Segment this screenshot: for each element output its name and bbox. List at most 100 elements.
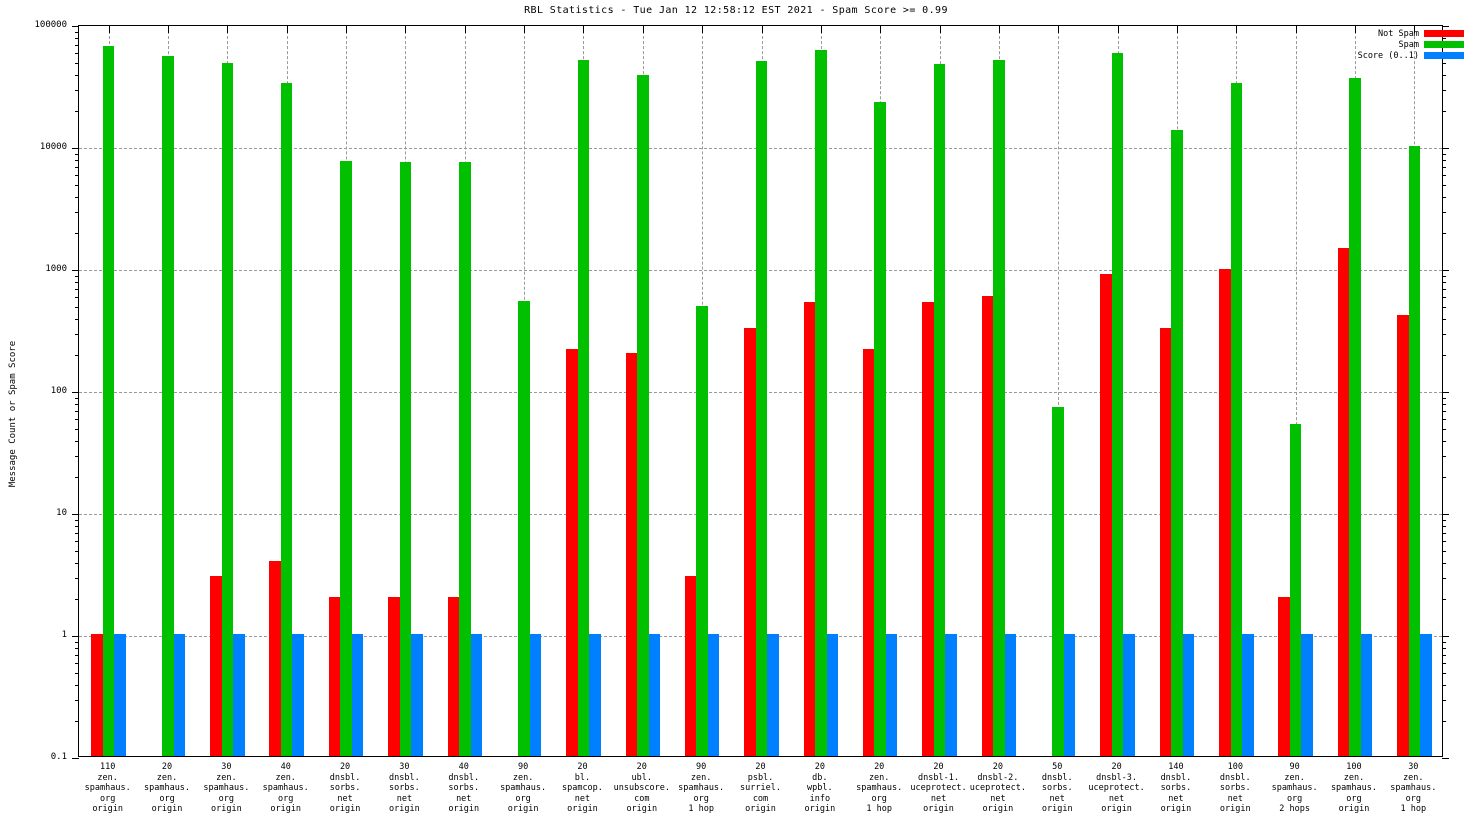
y-axis-tick-label: 1: [61, 630, 67, 640]
y-axis-tick-label: 10000: [39, 142, 67, 152]
bar-not-spam: [566, 349, 578, 756]
bar-score: [826, 634, 839, 756]
bar-not-spam: [1100, 273, 1112, 756]
y-tick-minor-right: [1442, 599, 1446, 601]
y-tick-minor-left: [75, 550, 79, 552]
x-axis-category-label: 20 dnsbl-2. uceprotect. net origin: [969, 762, 1027, 814]
x-tick: [1295, 26, 1297, 33]
y-tick-minor-right: [1442, 641, 1446, 643]
x-tick: [524, 26, 526, 33]
bar-spam: [874, 101, 886, 756]
y-tick-minor-left: [75, 37, 79, 39]
y-tick-minor-left: [75, 721, 79, 723]
bar-score: [292, 634, 304, 756]
x-axis-category-label: 20 ubl. unsubscore. com origin: [613, 762, 670, 814]
bar-spam: [399, 161, 412, 756]
y-tick-minor-left: [75, 654, 79, 656]
legend-item-score: Score (0..1): [1358, 50, 1464, 61]
bar-score: [173, 634, 186, 756]
y-tick-minor-left: [75, 166, 79, 168]
x-axis-category-label: 100 dnsbl. sorbs. net origin: [1219, 762, 1251, 814]
bar-not-spam: [210, 575, 222, 756]
bar-not-spam: [388, 597, 400, 756]
y-tick-minor-left: [75, 440, 79, 442]
y-tick-minor-left: [75, 403, 79, 405]
x-axis-category-label: 20 db. wpbl. info origin: [804, 762, 836, 814]
y-tick-minor-left: [75, 89, 79, 91]
bar-score: [885, 634, 898, 756]
y-tick-minor-right: [1442, 111, 1446, 113]
gridline-vertical: [1295, 26, 1297, 756]
y-tick-minor-left: [75, 31, 79, 33]
y-tick-minor-left: [75, 159, 79, 161]
x-axis-category-label: 20 dnsbl-3. uceprotect. net origin: [1088, 762, 1145, 814]
bar-not-spam: [744, 328, 756, 756]
y-tick-minor-left: [75, 599, 79, 601]
y-tick-minor-right: [1442, 721, 1446, 723]
bar-not-spam: [1219, 269, 1231, 756]
x-axis-category-label: 50 dnsbl. sorbs. net origin: [1041, 762, 1073, 814]
x-tick: [702, 26, 704, 33]
y-tick-right: [1442, 270, 1449, 271]
bar-score: [648, 634, 661, 756]
y-tick-minor-right: [1442, 699, 1446, 701]
x-tick: [1414, 26, 1416, 33]
bar-score: [1242, 634, 1254, 756]
bar-spam: [993, 59, 1005, 756]
x-tick: [286, 26, 288, 33]
y-tick-minor-left: [75, 184, 79, 186]
bar-not-spam: [447, 597, 459, 756]
y-tick-minor-left: [75, 281, 79, 283]
y-tick-minor-right: [1442, 166, 1446, 168]
legend-item-not-spam: Not Spam: [1358, 28, 1464, 39]
y-tick-minor-right: [1442, 455, 1446, 457]
x-axis-category-label: 20 zen. spamhaus. org origin: [143, 762, 191, 814]
y-tick-minor-left: [75, 397, 79, 399]
y-axis-title: Message Count or Spam Score: [8, 340, 18, 488]
bar-not-spam: [981, 295, 994, 756]
y-tick-minor-left: [75, 355, 79, 357]
y-tick-left: [72, 636, 79, 637]
bar-spam: [1289, 423, 1302, 756]
y-tick-minor-left: [75, 684, 79, 686]
x-axis-category-label: 90 zen. spamhaus. org 1 hop: [678, 762, 725, 814]
y-tick-minor-right: [1442, 196, 1446, 198]
bar-not-spam: [328, 597, 341, 756]
bar-score: [1360, 634, 1373, 756]
gridline-vertical: [1058, 26, 1060, 756]
y-tick-minor-left: [75, 525, 79, 527]
y-tick-minor-right: [1442, 153, 1446, 155]
y-tick-minor-right: [1442, 281, 1446, 283]
y-tick-minor-left: [75, 663, 79, 665]
y-tick-minor-right: [1442, 519, 1446, 521]
legend-label-not-spam: Not Spam: [1378, 28, 1419, 39]
y-tick-minor-right: [1442, 288, 1446, 290]
bar-score: [1004, 634, 1017, 756]
bar-spam: [1230, 82, 1243, 756]
y-tick-minor-left: [75, 333, 79, 335]
bar-spam: [340, 161, 352, 756]
x-axis-category-label: 140 dnsbl. sorbs. net origin: [1160, 762, 1192, 814]
bar-spam: [933, 64, 946, 756]
x-tick: [1176, 26, 1178, 33]
y-tick-minor-left: [75, 211, 79, 213]
y-tick-minor-right: [1442, 419, 1446, 421]
y-tick-minor-left: [75, 288, 79, 290]
legend-label-spam: Spam: [1398, 39, 1419, 50]
y-tick-minor-right: [1442, 74, 1446, 76]
y-tick-right: [1442, 26, 1449, 27]
y-tick-minor-left: [75, 672, 79, 674]
x-tick: [1236, 26, 1238, 33]
y-tick-minor-right: [1442, 403, 1446, 405]
x-tick: [464, 26, 466, 33]
y-tick-minor-left: [75, 74, 79, 76]
legend-item-spam: Spam: [1358, 39, 1464, 50]
bar-spam: [162, 55, 174, 756]
x-tick: [1354, 26, 1356, 33]
y-tick-minor-right: [1442, 184, 1446, 186]
bar-spam: [1171, 130, 1183, 756]
x-axis-category-label: 90 zen. spamhaus. org 2 hops: [1271, 762, 1318, 814]
y-tick-minor-right: [1442, 306, 1446, 308]
bar-not-spam: [1397, 315, 1409, 756]
